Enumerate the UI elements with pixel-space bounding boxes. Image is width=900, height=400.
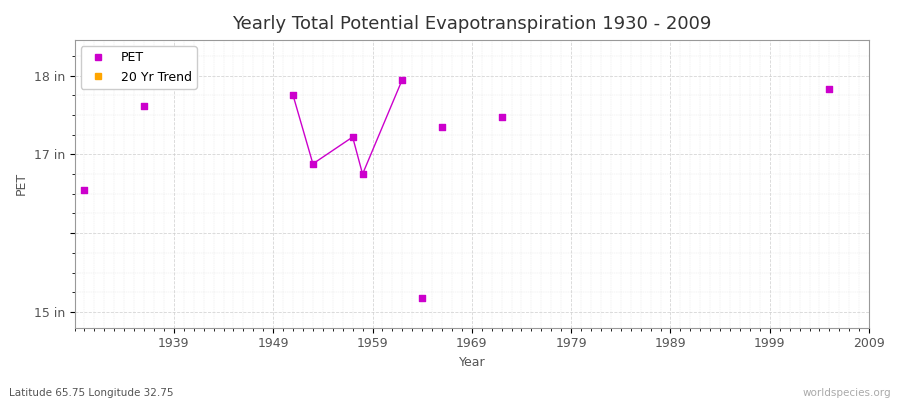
X-axis label: Year: Year: [458, 356, 485, 369]
Text: Latitude 65.75 Longitude 32.75: Latitude 65.75 Longitude 32.75: [9, 388, 174, 398]
Point: [77, 187, 92, 193]
Point: [395, 76, 410, 83]
Point: [356, 171, 370, 177]
Point: [137, 102, 151, 109]
Legend: PET, 20 Yr Trend: PET, 20 Yr Trend: [81, 46, 197, 89]
Point: [415, 294, 429, 301]
Point: [306, 161, 320, 167]
Point: [346, 134, 360, 140]
Point: [494, 114, 508, 120]
Y-axis label: PET: PET: [15, 172, 28, 196]
Point: [435, 124, 449, 130]
Text: worldspecies.org: worldspecies.org: [803, 388, 891, 398]
Title: Yearly Total Potential Evapotranspiration 1930 - 2009: Yearly Total Potential Evapotranspiratio…: [232, 15, 712, 33]
Point: [823, 86, 837, 92]
Point: [286, 92, 301, 98]
